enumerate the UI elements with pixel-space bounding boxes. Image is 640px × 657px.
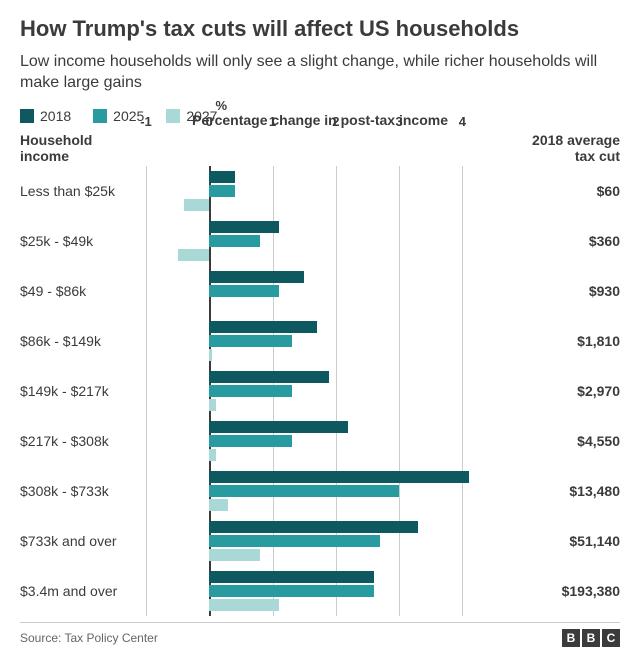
- row-label: $25k - $49k: [20, 233, 146, 249]
- axis-tick-label: -1: [140, 114, 152, 129]
- bar: [209, 535, 380, 547]
- row-label: Less than $25k: [20, 183, 146, 199]
- bar: [209, 585, 374, 597]
- chart-subtitle: Low income households will only see a sl…: [20, 52, 620, 94]
- axis-title-area: Percentage change in post-tax income -10…: [146, 132, 494, 164]
- bar: [209, 521, 418, 533]
- bar: [209, 421, 348, 433]
- footer: Source: Tax Policy Center BBC: [20, 622, 620, 647]
- left-header: Household income: [20, 132, 146, 164]
- bar: [209, 499, 228, 511]
- bar: [209, 271, 304, 283]
- row-label: $149k - $217k: [20, 383, 146, 399]
- row-label: $217k - $308k: [20, 433, 146, 449]
- table-row: $49 - $86k $930: [20, 266, 620, 316]
- bar: [209, 185, 234, 197]
- row-taxcut: $2,970: [494, 383, 620, 399]
- row-taxcut: $930: [494, 283, 620, 299]
- bbc-logo: BBC: [562, 629, 620, 647]
- row-bars: [146, 216, 494, 266]
- table-row: $733k and over $51,140: [20, 516, 620, 566]
- row-taxcut: $1,810: [494, 333, 620, 349]
- bar: [209, 549, 260, 561]
- row-taxcut: $60: [494, 183, 620, 199]
- row-bars: [146, 466, 494, 516]
- axis-tick-label: 0: [206, 114, 213, 129]
- table-row: $86k - $149k $1,810: [20, 316, 620, 366]
- bar: [184, 199, 209, 211]
- row-label: $733k and over: [20, 533, 146, 549]
- bar: [209, 235, 260, 247]
- row-taxcut: $360: [494, 233, 620, 249]
- bar: [178, 249, 210, 261]
- table-row: $3.4m and over $193,380: [20, 566, 620, 616]
- row-bars: [146, 266, 494, 316]
- bar: [209, 385, 291, 397]
- right-header: 2018 average tax cut: [494, 132, 620, 164]
- bar: [209, 435, 291, 447]
- chart-rows: Less than $25k $60 $25k - $49k $360 $49 - $8…: [20, 166, 620, 616]
- bar: [209, 349, 212, 361]
- bar: [209, 399, 215, 411]
- row-taxcut: $4,550: [494, 433, 620, 449]
- bar: [209, 485, 399, 497]
- row-bars: [146, 166, 494, 216]
- table-row: $149k - $217k $2,970: [20, 366, 620, 416]
- row-bars: [146, 566, 494, 616]
- bar: [209, 321, 317, 333]
- legend-item: 2025: [93, 108, 144, 124]
- bar: [209, 285, 279, 297]
- row-label: $86k - $149k: [20, 333, 146, 349]
- bar: [209, 335, 291, 347]
- bar: [209, 449, 215, 461]
- legend-item: 2018: [20, 108, 71, 124]
- row-bars: [146, 316, 494, 366]
- row-taxcut: $13,480: [494, 483, 620, 499]
- legend-swatch: [93, 109, 107, 123]
- chart-title: How Trump's tax cuts will affect US hous…: [20, 16, 620, 42]
- axis-tick-label: 4: [459, 114, 466, 129]
- row-label: $308k - $733k: [20, 483, 146, 499]
- axis-tick-label: 3: [395, 114, 402, 129]
- row-bars: [146, 416, 494, 466]
- table-row: Less than $25k $60: [20, 166, 620, 216]
- table-row: $217k - $308k $4,550: [20, 416, 620, 466]
- bar: [209, 221, 279, 233]
- bar: [209, 599, 279, 611]
- row-taxcut: $51,140: [494, 533, 620, 549]
- bar: [209, 571, 374, 583]
- axis-tick-label: 2: [332, 114, 339, 129]
- chart: Household income Percentage change in po…: [20, 132, 620, 616]
- row-taxcut: $193,380: [494, 583, 620, 599]
- axis-unit: %: [215, 98, 227, 113]
- table-row: $308k - $733k $13,480: [20, 466, 620, 516]
- axis-tick-label: 1: [269, 114, 276, 129]
- table-row: $25k - $49k $360: [20, 216, 620, 266]
- bar: [209, 371, 329, 383]
- row-label: $3.4m and over: [20, 583, 146, 599]
- legend-swatch: [20, 109, 34, 123]
- legend-label: 2018: [40, 108, 71, 124]
- row-bars: [146, 366, 494, 416]
- row-label: $49 - $86k: [20, 283, 146, 299]
- bar: [209, 471, 468, 483]
- row-bars: [146, 516, 494, 566]
- bar: [209, 171, 234, 183]
- source-text: Source: Tax Policy Center: [20, 631, 158, 645]
